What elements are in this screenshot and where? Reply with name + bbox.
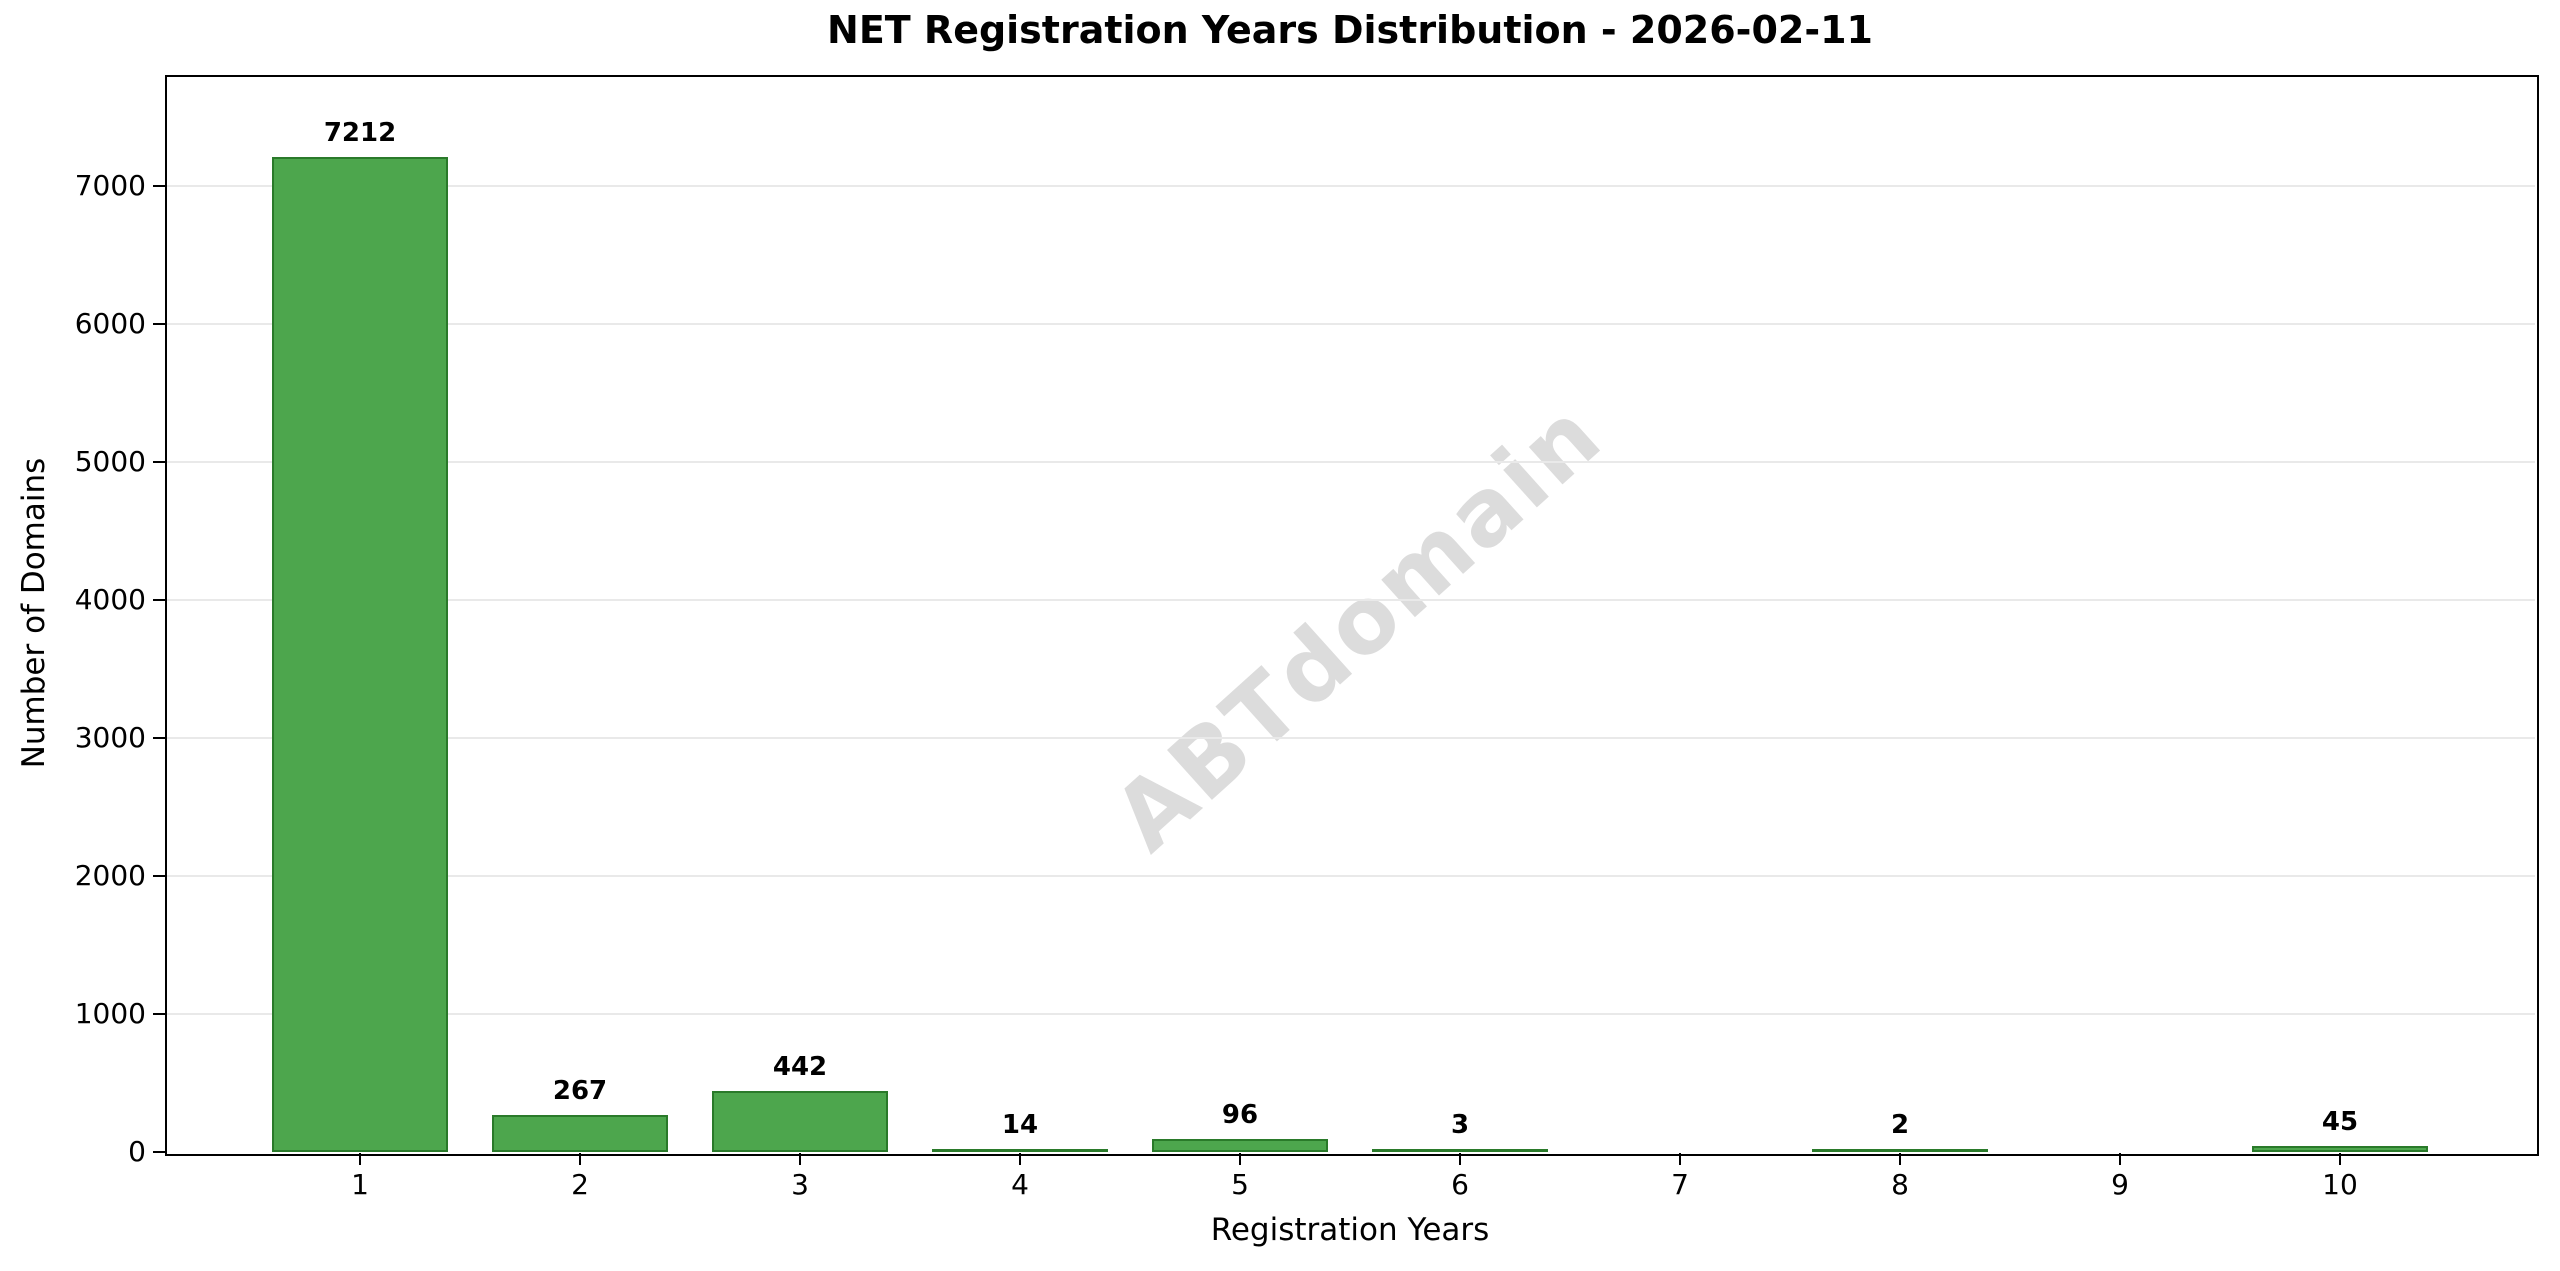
y-tick-mark [153, 461, 165, 463]
x-tick-label: 3 [791, 1168, 809, 1201]
chart-title: NET Registration Years Distribution - 20… [827, 8, 1873, 52]
bar-value-label: 7212 [323, 118, 397, 148]
x-tick-label: 5 [1231, 1168, 1249, 1201]
bar-value-label: 267 [552, 1076, 608, 1106]
plot-area [165, 75, 2539, 1156]
y-tick-label: 4000 [74, 583, 146, 616]
x-tick-mark [2339, 1153, 2341, 1165]
gridline [167, 185, 2535, 187]
x-tick-label: 4 [1011, 1168, 1029, 1201]
x-tick-mark [1679, 1153, 1681, 1165]
bar-year-6 [1372, 1149, 1548, 1152]
gridline [167, 599, 2535, 601]
y-tick-mark [153, 323, 165, 325]
x-tick-mark [1899, 1153, 1901, 1165]
x-tick-mark [1239, 1153, 1241, 1165]
y-tick-label: 5000 [74, 445, 146, 478]
x-tick-label: 10 [2322, 1168, 2358, 1201]
y-tick-label: 3000 [74, 721, 146, 754]
y-tick-label: 0 [128, 1135, 146, 1168]
y-tick-mark [153, 599, 165, 601]
x-tick-mark [799, 1153, 801, 1165]
gridline [167, 1013, 2535, 1015]
x-tick-mark [1459, 1153, 1461, 1165]
x-tick-label: 7 [1671, 1168, 1689, 1201]
bar-year-4 [932, 1149, 1108, 1152]
bar-value-label: 442 [772, 1052, 828, 1082]
bar-year-8 [1812, 1149, 1988, 1152]
x-tick-label: 6 [1451, 1168, 1469, 1201]
bar-year-2 [492, 1115, 668, 1152]
x-tick-mark [1019, 1153, 1021, 1165]
gridline [167, 461, 2535, 463]
bar-year-5 [1152, 1139, 1328, 1152]
x-axis-label: Registration Years [1210, 1212, 1490, 1248]
y-tick-mark [153, 1151, 165, 1153]
x-tick-mark [359, 1153, 361, 1165]
bar-year-1 [272, 157, 448, 1152]
gridline [167, 323, 2535, 325]
y-tick-label: 6000 [74, 307, 146, 340]
bar-value-label: 14 [1001, 1110, 1039, 1140]
bar-year-3 [712, 1091, 888, 1152]
x-tick-mark [2119, 1153, 2121, 1165]
y-tick-label: 1000 [74, 997, 146, 1030]
x-tick-label: 9 [2111, 1168, 2129, 1201]
y-tick-mark [153, 737, 165, 739]
bar-year-10 [2252, 1146, 2428, 1152]
x-tick-label: 8 [1891, 1168, 1909, 1201]
y-tick-mark [153, 185, 165, 187]
bar-value-label: 3 [1450, 1110, 1470, 1140]
x-tick-label: 1 [351, 1168, 369, 1201]
y-tick-mark [153, 875, 165, 877]
x-tick-label: 2 [571, 1168, 589, 1201]
y-tick-label: 7000 [74, 169, 146, 202]
x-tick-mark [579, 1153, 581, 1165]
y-tick-mark [153, 1013, 165, 1015]
gridline [167, 875, 2535, 877]
bar-value-label: 45 [2321, 1107, 2359, 1137]
y-tick-label: 2000 [74, 859, 146, 892]
bar-value-label: 2 [1890, 1110, 1910, 1140]
gridline [167, 737, 2535, 739]
bar-value-label: 96 [1221, 1100, 1259, 1130]
